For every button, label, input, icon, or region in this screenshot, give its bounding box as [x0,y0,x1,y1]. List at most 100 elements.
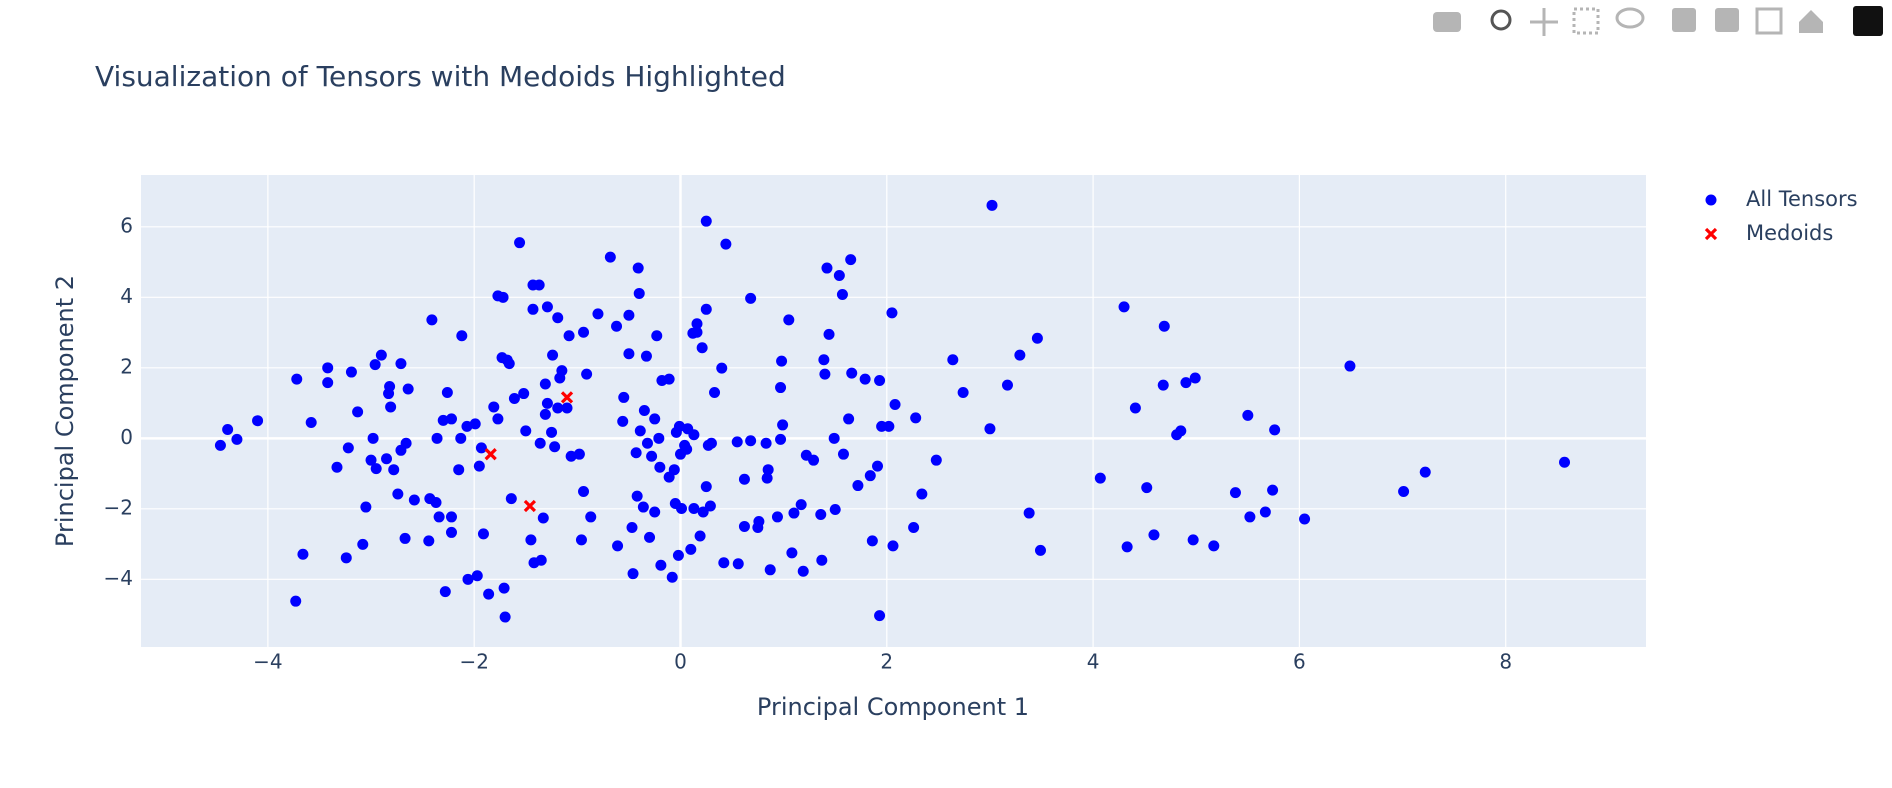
tensor-point [1118,301,1130,313]
tensor-point [231,433,243,445]
tensor-point [872,460,884,472]
tensor-point [342,442,354,454]
home-icon[interactable] [1799,10,1823,33]
x-tick-label: −2 [459,650,488,674]
tensor-point [1034,544,1046,556]
tensor-point [503,358,515,370]
tensor-point [694,530,706,542]
tensor-point [641,437,653,449]
tensor-point [578,326,590,338]
tensor-point [775,382,787,394]
tensor-point [653,432,665,444]
x-tick-label: 2 [880,650,893,674]
tensor-point [623,309,635,321]
tensor-point [322,377,334,389]
tensor-point [651,330,663,342]
tensor-point [704,500,716,512]
tensor-point [305,416,317,428]
tensor-point [499,611,511,623]
tensor-point [874,375,886,387]
tensor-point [697,506,709,518]
tensor-point [445,526,457,538]
tensor-point [498,582,510,594]
tensor-point [1175,425,1187,437]
tensor-point [539,378,551,390]
autoscale-icon[interactable] [1755,7,1783,35]
points [214,199,1571,623]
tensor-point [552,402,564,414]
tensor-point [846,367,858,379]
tensor-point [685,543,697,555]
tensor-point [808,454,820,466]
medoid-point [560,391,574,404]
tensor-point [617,415,629,427]
tensor-point [1180,377,1192,389]
tensor-point [776,355,788,367]
x-tick-label: 8 [1499,650,1512,674]
tensor-point [439,586,451,598]
tensor-point [492,413,504,425]
tensor-point [821,262,833,274]
tensor-point [345,366,357,378]
tensor-point [1023,507,1035,519]
tensor-point [916,488,928,500]
tensor-point [534,437,546,449]
camera-icon[interactable] [1433,12,1461,32]
tensor-point [745,292,757,304]
tensor-point [527,303,539,315]
tensor-point [437,414,449,426]
tensor-point [1244,511,1256,523]
tensor-point [816,554,828,566]
tensor-point [1419,466,1431,478]
tensor-point [618,391,630,403]
tensor-point [400,437,412,449]
tensor-point [761,472,773,484]
tensor-point [514,237,526,249]
tensor-point [762,464,774,476]
tensor-point [947,354,959,366]
x-tick-label: 0 [674,650,687,674]
tensor-point [676,502,688,514]
tensor-point [1187,534,1199,546]
tensor-point [986,199,998,211]
tensor-point [426,314,438,326]
y-tick-label: 0 [120,425,133,449]
tensor-point [473,460,485,472]
tensor-point [556,365,568,377]
y-tick-label: −4 [104,566,133,590]
tensor-point [578,486,590,498]
tensor-point [646,450,658,462]
tensor-point [331,461,343,473]
tensor-point [575,534,587,546]
y-tick-label: −2 [104,495,133,519]
tensor-point [638,404,650,416]
tensor-point [731,436,743,448]
tensor-point [889,398,901,410]
legend-item[interactable]: All Tensors [1705,187,1858,211]
tensor-point [700,303,712,315]
tensor-point [445,511,457,523]
tensor-point [700,481,712,493]
legend-label: Medoids [1746,221,1833,245]
grid [141,175,1646,647]
zoom-in-icon[interactable] [1672,8,1696,32]
tensor-point [408,494,420,506]
tensor-point [388,464,400,476]
pan-icon[interactable] [1530,8,1558,36]
tensor-point [666,571,678,583]
legend-item[interactable]: Medoids [1704,221,1833,245]
lasso-icon[interactable] [1615,7,1645,29]
tensor-point [828,432,840,444]
tensor-point [673,420,685,432]
plotly-logo[interactable] [1853,6,1883,36]
tensor-point [471,570,483,582]
legend-marker [1705,194,1717,206]
modebar[interactable] [1433,6,1883,36]
medoid-point [523,499,537,513]
select-icon[interactable] [1572,7,1600,35]
tensor-point [222,424,234,436]
tensor-point [431,432,443,444]
zoom-icon[interactable] [1490,9,1512,31]
zoom-out-icon[interactable] [1715,8,1739,32]
